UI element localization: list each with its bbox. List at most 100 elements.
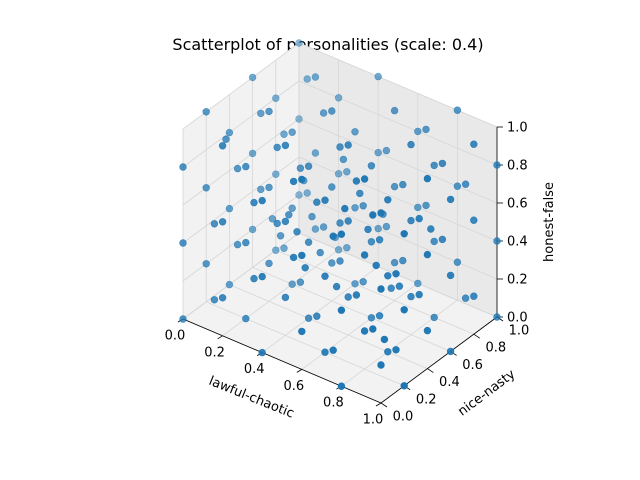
scatter-point [356, 189, 364, 198]
scatter-point [343, 244, 351, 252]
scatter-point [337, 382, 346, 390]
scatter-point [367, 162, 376, 170]
grid-line-z-back [298, 118, 498, 204]
scatter-point [367, 314, 376, 322]
x-axis-line [182, 318, 382, 404]
y-tick-label: 0.4 [439, 375, 460, 390]
scatter-point [375, 312, 384, 320]
z-tick-label: 0.0 [507, 311, 528, 326]
scatter-point [273, 143, 281, 152]
scatter-point [375, 236, 384, 244]
scatter-point [399, 180, 407, 189]
scatter-point [364, 225, 372, 234]
scatter-point [319, 223, 328, 231]
scatter-point [359, 278, 367, 286]
scatter-point [276, 232, 285, 240]
scatter-point [321, 272, 329, 280]
scatter-point [298, 327, 306, 336]
scatter-point [313, 198, 321, 206]
data-points [179, 39, 501, 390]
scatter-point [179, 239, 187, 247]
y-tick-label: 1.0 [509, 324, 530, 339]
scatter-point [351, 128, 359, 136]
scatter-point [218, 218, 227, 226]
scatter-point [461, 294, 470, 302]
grid-line-z-back [298, 194, 498, 280]
x-tick-label: 1.0 [363, 413, 384, 428]
scatter-point [461, 180, 470, 188]
scatter-point [295, 191, 303, 199]
scatter-point [470, 140, 478, 148]
scatter-point [415, 290, 423, 299]
x-tick-mark [296, 369, 303, 373]
scatter-point [202, 184, 210, 192]
scatter-point [265, 183, 273, 192]
scatter-point [280, 130, 288, 138]
x-tick-label: 0.8 [323, 396, 344, 411]
scatter-point [316, 248, 324, 257]
scatter-point [257, 109, 265, 118]
scatter-point [414, 279, 422, 288]
scatter-point [321, 348, 329, 356]
scatter-point [400, 306, 408, 314]
scatter-point [293, 228, 301, 236]
scatter-point [250, 198, 258, 207]
scatter-point [360, 327, 369, 335]
scatter-point [343, 168, 351, 176]
grid-line-z-left [182, 118, 300, 206]
scatter-point [281, 293, 290, 302]
x-tick-label: 0.6 [283, 379, 304, 394]
scatter-point [328, 259, 336, 267]
grid-line-z-left [182, 194, 300, 282]
scatter-point [334, 170, 343, 178]
scatter-point [280, 244, 288, 252]
scatter-point [272, 246, 280, 254]
grid-line-z-left [182, 156, 300, 244]
grid-line-z-left [182, 80, 300, 168]
scatter-point [336, 143, 344, 151]
scatter-point [390, 182, 399, 191]
scatter-point [372, 261, 380, 270]
scatter-point [422, 125, 430, 134]
scatter-point [360, 175, 369, 183]
scatter-point [265, 259, 273, 268]
scatter-point [374, 224, 382, 233]
scatter-point [258, 196, 266, 205]
scatter-point [392, 270, 400, 278]
scatter-point [407, 216, 415, 225]
y-tick-label: 0.8 [485, 341, 506, 356]
scatter-point [308, 212, 316, 221]
scatter-point [382, 222, 391, 231]
scatter-point [470, 216, 478, 224]
scatter-point [265, 107, 273, 116]
scatter-point [377, 285, 385, 293]
scatter-point [430, 313, 438, 322]
scatter-point [332, 282, 341, 291]
scatter-point [453, 258, 462, 266]
scatter-point [242, 162, 250, 171]
scatter-point [470, 292, 478, 300]
chart-title: Scatterplot of personalities (scale: 0.4… [172, 35, 483, 54]
scatter-point [351, 280, 359, 288]
scatter-point [493, 313, 501, 321]
y-axis-label: nice-nasty [455, 367, 518, 420]
scatter-point [352, 177, 361, 185]
scatter-point [344, 217, 352, 225]
scatter-point [446, 195, 455, 204]
scatter-point [295, 39, 303, 47]
scatter-point [289, 177, 298, 186]
scatter-point [288, 204, 296, 212]
scatter-point [344, 141, 352, 149]
scatter-point [382, 146, 391, 155]
scatter-point [311, 149, 320, 157]
scatter-point [415, 214, 423, 223]
scatter-point [493, 237, 501, 245]
scatter-point [423, 326, 432, 335]
scatter-point [328, 183, 336, 191]
scatter-point [377, 361, 385, 369]
z-axis-label: honest-false [542, 182, 557, 262]
scatter-point [210, 296, 219, 304]
scatter-point [303, 189, 311, 197]
scatter-point [311, 73, 320, 81]
